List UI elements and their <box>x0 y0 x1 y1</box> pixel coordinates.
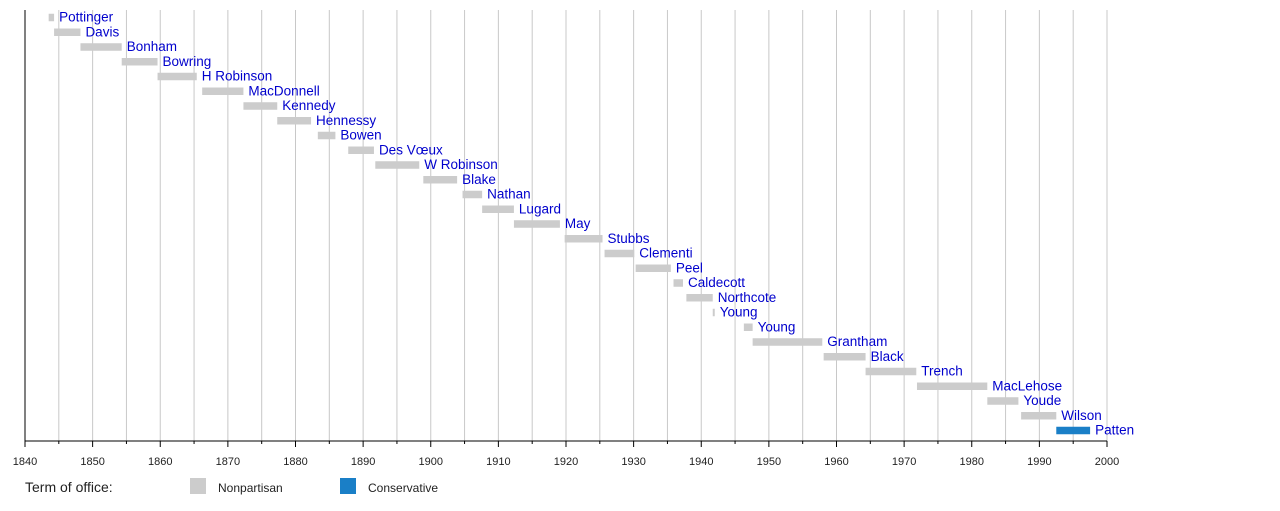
term-bar <box>317 131 336 140</box>
term-bar <box>823 353 866 361</box>
term-bar <box>157 72 197 81</box>
governor-name-link[interactable]: MacDonnell <box>248 83 319 98</box>
x-tick-label: 1990 <box>1027 456 1051 468</box>
x-tick-label: 2000 <box>1095 456 1119 468</box>
governor-name-link[interactable]: Youde <box>1023 393 1061 408</box>
x-tick-label: 1940 <box>689 456 713 468</box>
term-bar <box>916 382 988 390</box>
x-tick-label: 1840 <box>13 456 37 468</box>
governor-name-link[interactable]: Hennessy <box>316 113 376 128</box>
term-bar <box>423 176 458 184</box>
governor-name-link[interactable]: MacLehose <box>992 378 1062 393</box>
x-tick-label: 1960 <box>824 456 848 468</box>
term-bar <box>202 87 244 95</box>
x-tick-label: 1920 <box>554 456 578 468</box>
x-axis: 1840 1850 1860 1870 1880 1890 1900 1910 1920 1930… <box>13 10 1119 468</box>
gridlines <box>58 10 1108 441</box>
legend-title: Term of office: <box>25 479 113 495</box>
term-bars <box>48 13 1091 435</box>
governor-name-link[interactable]: Pottinger <box>59 10 114 25</box>
governor-name-link[interactable]: Black <box>871 349 904 364</box>
term-bar <box>243 102 278 110</box>
x-tick-label: 1930 <box>621 456 645 468</box>
governor-name-link[interactable]: Grantham <box>827 334 887 349</box>
term-bar <box>48 13 55 22</box>
term-bar <box>375 161 420 169</box>
x-tick-label: 1850 <box>80 456 104 468</box>
term-bar <box>513 220 560 228</box>
governor-name-link[interactable]: Bonham <box>127 39 177 54</box>
term-bar <box>865 367 917 376</box>
term-bar <box>673 279 683 287</box>
x-tick-label: 1860 <box>148 456 172 468</box>
x-tick-label: 1950 <box>757 456 781 468</box>
legend-swatch-conservative <box>340 478 356 494</box>
x-tick-label: 1910 <box>486 456 510 468</box>
term-bar <box>348 146 374 154</box>
governor-name-link[interactable]: Bowen <box>340 128 381 143</box>
governor-name-link[interactable]: Nathan <box>487 187 531 202</box>
term-bar <box>121 58 158 66</box>
term-bar <box>752 338 823 346</box>
governor-name-link[interactable]: Young <box>758 319 796 334</box>
governor-name-link[interactable]: Trench <box>921 364 963 379</box>
governor-name-link[interactable]: W Robinson <box>424 157 498 172</box>
governor-name-link[interactable]: Wilson <box>1061 408 1102 423</box>
term-bar <box>277 117 312 125</box>
governor-name-link[interactable]: Stubbs <box>608 231 650 246</box>
governor-name-link[interactable]: Bowring <box>163 54 212 69</box>
governor-name-link[interactable]: Young <box>720 305 758 320</box>
governor-name-link[interactable]: Peel <box>676 260 703 275</box>
term-bar <box>987 397 1019 405</box>
governor-name-link[interactable]: Patten <box>1095 423 1134 438</box>
legend-label-conservative: Conservative <box>368 481 438 495</box>
term-bar <box>712 308 715 317</box>
governor-name-link[interactable]: H Robinson <box>202 69 273 84</box>
term-bar <box>604 249 635 258</box>
x-tick-label: 1900 <box>419 456 443 468</box>
term-bar <box>564 235 603 243</box>
term-bar <box>462 190 483 199</box>
x-tick-label: 1880 <box>283 456 307 468</box>
term-bar <box>1056 426 1091 435</box>
term-bar <box>686 294 713 302</box>
governor-name-link[interactable]: Blake <box>462 172 496 187</box>
term-bar <box>635 264 671 272</box>
governor-name-link[interactable]: Caldecott <box>688 275 745 290</box>
x-tick-label: 1970 <box>892 456 916 468</box>
legend: Term of office: Nonpartisan Conservative <box>25 478 438 495</box>
term-bar <box>1021 412 1057 420</box>
legend-swatch-nonpartisan <box>190 478 206 494</box>
term-bar <box>80 43 122 51</box>
governor-name-link[interactable]: Clementi <box>639 246 692 261</box>
governor-name-link[interactable]: Kennedy <box>282 98 336 113</box>
term-bar <box>54 28 81 36</box>
x-tick-label: 1890 <box>351 456 375 468</box>
governor-name-link[interactable]: Lugard <box>519 201 561 216</box>
governor-name-link[interactable]: Davis <box>85 24 119 39</box>
governor-name-link[interactable]: Northcote <box>718 290 777 305</box>
legend-label-nonpartisan: Nonpartisan <box>218 481 283 495</box>
governor-name-link[interactable]: May <box>565 216 591 231</box>
x-tick-label: 1980 <box>960 456 984 468</box>
governor-name-link[interactable]: Des Vœux <box>379 142 443 157</box>
term-bar <box>743 323 753 331</box>
term-bar <box>482 205 514 213</box>
x-tick-label: 1870 <box>216 456 240 468</box>
